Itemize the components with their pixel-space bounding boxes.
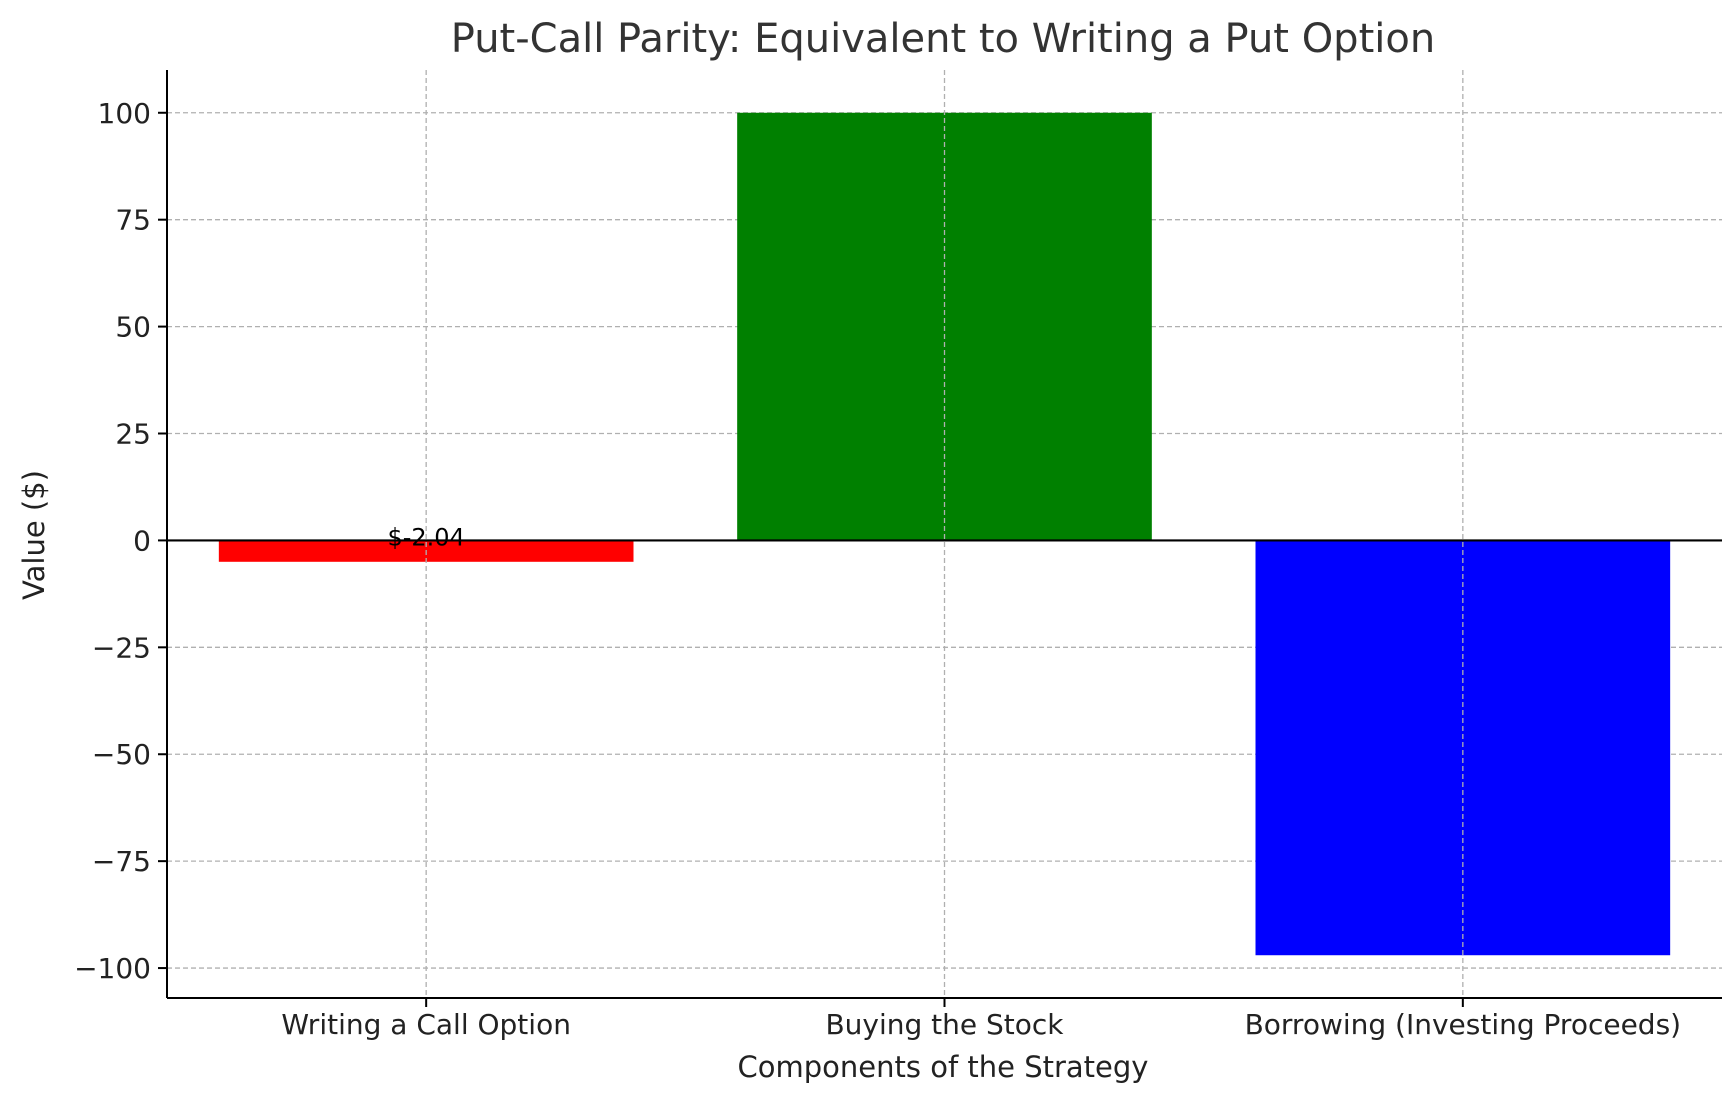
bar-value-label: $-2.04 — [387, 523, 464, 551]
y-tick-label: 100 — [98, 97, 151, 130]
x-axis-label: Components of the Strategy — [738, 1050, 1149, 1084]
y-tick-label: −75 — [92, 845, 151, 878]
labels: −100 −75 −50 −25 0 25 50 75 100 Writing a Call Op… — [74, 97, 1681, 1041]
x-tick-label: Borrowing (Investing Proceeds) — [1245, 1008, 1682, 1041]
y-tick-label: −50 — [92, 738, 151, 771]
y-axis-label: Value ($) — [17, 470, 51, 600]
y-tick-label: −25 — [92, 631, 151, 664]
bars — [218, 70, 1671, 998]
y-tick-label: 50 — [115, 311, 151, 344]
x-tick-label: Buying the Stock — [825, 1008, 1064, 1041]
x-tick-label: Writing a Call Option — [281, 1008, 571, 1041]
y-tick-label: 25 — [115, 418, 151, 451]
y-tick-label: 0 — [133, 524, 151, 557]
chart-title: Put-Call Parity: Equivalent to Writing a… — [451, 16, 1435, 62]
y-tick-label: −100 — [74, 952, 151, 985]
y-tick-label: 75 — [115, 204, 151, 237]
axes — [158, 70, 1722, 1007]
